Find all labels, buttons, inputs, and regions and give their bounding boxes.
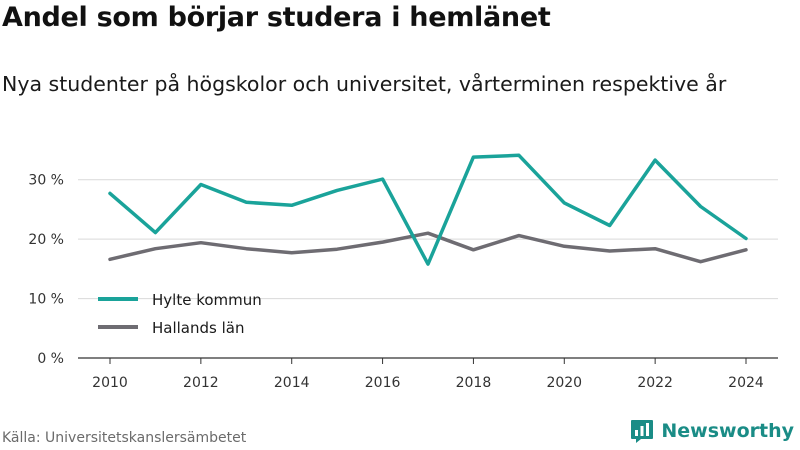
legend-label: Hallands län <box>152 319 244 337</box>
line-chart: 0 % 10 % 20 % 30 % 2010 2012 2014 2016 2018 2020 2… <box>28 153 778 391</box>
chart-title: Andel som börjar studera i hemlänet <box>2 2 551 33</box>
x-tick-label: 2016 <box>365 375 401 391</box>
y-tick-label: 20 % <box>28 232 64 248</box>
x-tick-label: 2020 <box>546 375 582 391</box>
brand: Newsworthy <box>629 418 794 444</box>
x-tick-label: 2012 <box>183 375 219 391</box>
x-tick-label: 2010 <box>92 375 128 391</box>
chart-subtitle: Nya studenter på högskolor och universit… <box>2 72 727 96</box>
source-note: Källa: Universitetskanslersämbetet <box>2 430 247 446</box>
x-tick-label: 2018 <box>456 375 492 391</box>
x-tick-label: 2022 <box>637 375 673 391</box>
brand-name: Newsworthy <box>661 420 794 442</box>
y-tick-label: 10 % <box>28 292 64 308</box>
y-tick-label: 0 % <box>37 351 64 367</box>
newsworthy-logo-icon <box>631 420 654 443</box>
series-line-hallands-l-n <box>108 231 748 264</box>
x-tick-label: 2024 <box>728 375 764 391</box>
x-tick-label: 2014 <box>274 375 310 391</box>
legend-label: Hylte kommun <box>152 291 262 309</box>
series-line-hylte-kommun <box>108 153 748 266</box>
y-tick-label: 30 % <box>28 173 64 189</box>
